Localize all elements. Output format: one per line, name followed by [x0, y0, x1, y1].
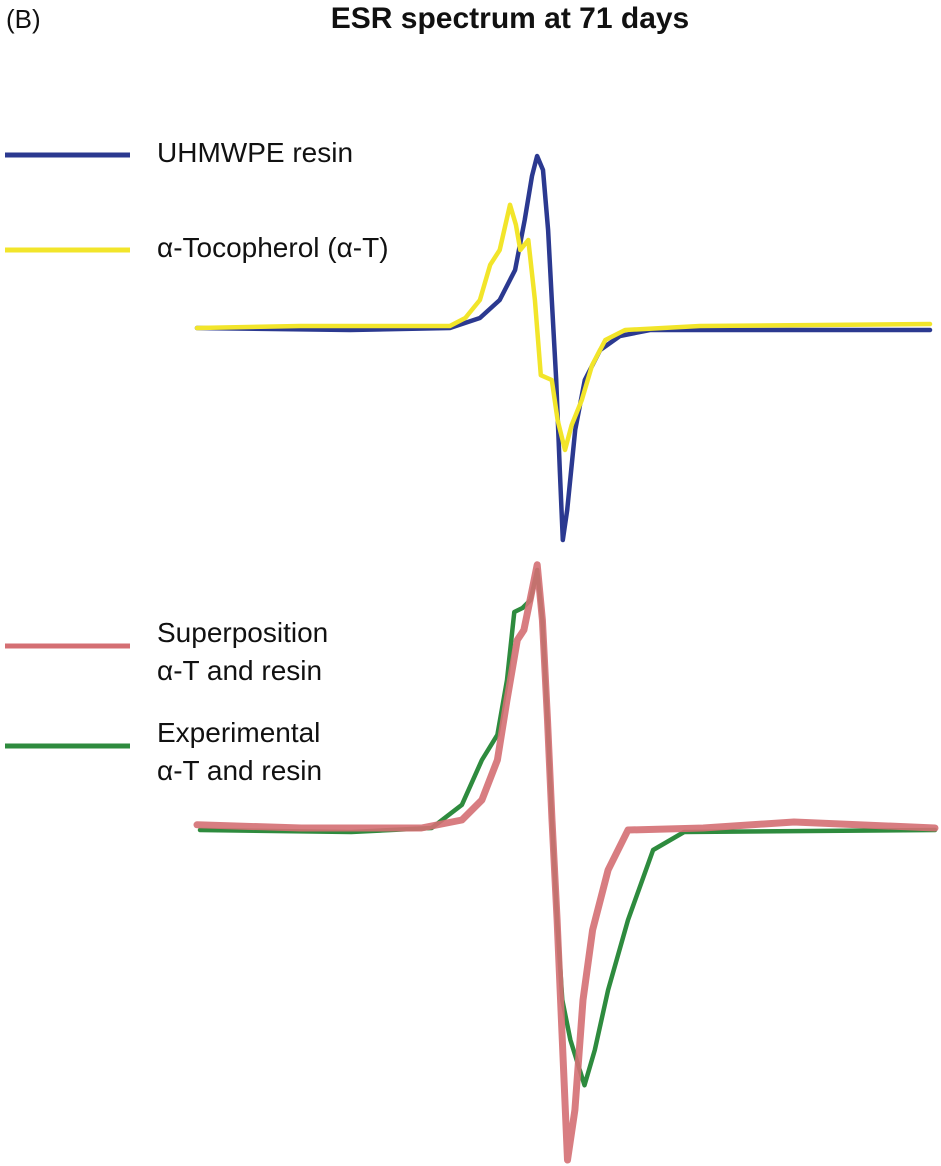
legend-label: Superposition α-T and resin [157, 617, 329, 686]
panel-label: (B) [6, 4, 41, 34]
spectrum-line [194, 202, 933, 453]
spectrum-line [193, 561, 939, 1164]
spectrum-line [194, 153, 933, 543]
chart-title: ESR spectrum at 71 days [330, 2, 690, 35]
legend-label: Experimental α-T and resin [157, 717, 323, 786]
legend-label: UHMWPE resin [157, 137, 354, 168]
legend-label: α-Tocopherol (α-T) [157, 232, 389, 263]
